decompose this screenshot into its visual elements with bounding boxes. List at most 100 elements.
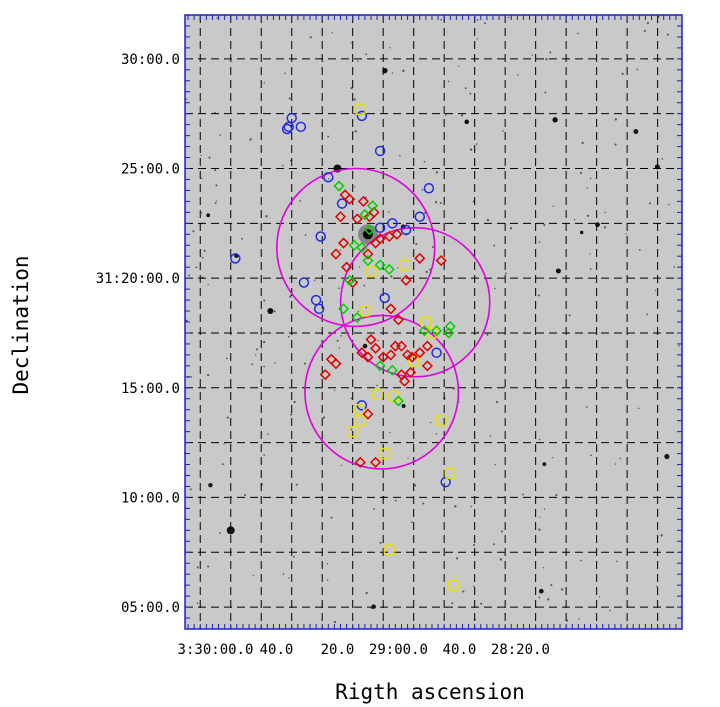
red-diamond-marker xyxy=(421,360,433,372)
red-diamond-marker xyxy=(362,408,374,420)
background-star xyxy=(493,287,496,290)
background-star xyxy=(638,407,640,410)
y-tick-label: 05:00.0 xyxy=(121,600,180,616)
background-star xyxy=(609,609,611,612)
background-star xyxy=(421,189,424,191)
selection-circle xyxy=(304,314,460,470)
background-star xyxy=(255,354,257,356)
background-star xyxy=(454,505,457,508)
background-star xyxy=(350,397,353,400)
background-star xyxy=(356,60,359,63)
background-star xyxy=(614,143,617,146)
red-diamond-marker xyxy=(414,252,426,264)
background-star xyxy=(304,234,307,236)
background-star xyxy=(486,333,489,336)
y-tick-label: 15:00.0 xyxy=(121,381,180,397)
background-star xyxy=(379,541,382,544)
background-star xyxy=(444,114,447,116)
background-star xyxy=(340,464,343,466)
background-star xyxy=(365,591,368,595)
green-diamond-marker xyxy=(418,325,430,337)
green-diamond-marker xyxy=(351,312,363,324)
green-diamond-marker xyxy=(356,241,368,254)
bright-star xyxy=(267,308,274,315)
background-star xyxy=(223,443,225,445)
y-tick-label: 10:00.0 xyxy=(121,490,180,506)
background-star xyxy=(255,348,258,351)
background-star xyxy=(435,201,438,204)
y-tick-label: 25:00.0 xyxy=(121,162,180,178)
x-tick-label: 40.0 xyxy=(443,642,477,658)
background-star xyxy=(295,483,298,486)
x-tick-label: 40.0 xyxy=(260,642,294,658)
background-star xyxy=(545,58,548,61)
background-star xyxy=(365,53,368,56)
blue-circle-marker xyxy=(400,224,412,236)
background-star xyxy=(568,314,571,317)
background-star xyxy=(424,211,427,214)
green-diamond-marker xyxy=(430,325,443,337)
background-star xyxy=(215,184,218,187)
red-diamond-marker xyxy=(406,351,418,363)
background-star xyxy=(274,362,276,364)
background-star xyxy=(586,187,589,189)
background-star xyxy=(457,65,460,67)
background-star xyxy=(579,171,583,175)
background-star xyxy=(435,171,439,174)
green-diamond-marker xyxy=(359,208,371,221)
background-star xyxy=(363,284,366,287)
background-star xyxy=(339,249,341,251)
background-star xyxy=(654,289,657,292)
background-star xyxy=(590,454,592,457)
background-star xyxy=(452,387,456,390)
background-star xyxy=(322,416,326,419)
background-star xyxy=(577,32,579,35)
background-star xyxy=(263,299,266,302)
background-star xyxy=(636,68,639,71)
background-star xyxy=(290,413,293,416)
background-star xyxy=(621,72,624,76)
background-star xyxy=(561,588,564,591)
background-star xyxy=(435,433,438,435)
red-diamond-marker xyxy=(337,237,350,249)
background-star xyxy=(549,51,552,54)
red-diamond-marker xyxy=(374,233,386,245)
background-star xyxy=(214,202,217,205)
red-diamond-marker xyxy=(391,228,403,240)
x-tick-label: 20.0 xyxy=(321,642,355,658)
yellow-square-marker xyxy=(354,103,367,116)
background-star xyxy=(633,129,639,135)
background-star xyxy=(328,178,330,180)
background-star xyxy=(331,32,334,34)
green-diamond-marker xyxy=(374,259,386,271)
background-star xyxy=(495,400,499,404)
background-star xyxy=(357,310,360,313)
red-diamond-marker xyxy=(344,193,356,205)
background-star xyxy=(282,573,285,575)
red-diamond-marker xyxy=(370,456,382,468)
green-diamond-marker xyxy=(443,327,455,339)
background-star xyxy=(539,588,544,594)
background-star xyxy=(201,177,203,180)
background-star xyxy=(464,87,467,90)
red-diamond-marker xyxy=(319,369,331,381)
blue-circle-marker xyxy=(414,211,426,222)
background-star xyxy=(486,218,490,222)
background-star xyxy=(542,462,547,467)
background-star xyxy=(678,345,680,347)
green-diamond-marker xyxy=(386,364,398,376)
y-tick-label: 31:20:00.0 xyxy=(96,271,180,287)
background-star xyxy=(422,502,425,505)
background-star xyxy=(462,590,465,593)
background-star xyxy=(289,295,292,298)
background-star xyxy=(251,363,254,366)
plot-background xyxy=(185,15,682,629)
blue-circle-marker xyxy=(431,347,442,358)
background-star xyxy=(555,494,558,497)
blue-circle-marker xyxy=(295,121,307,133)
background-star xyxy=(537,294,540,297)
background-star xyxy=(354,130,358,133)
background-star xyxy=(440,18,443,21)
background-star xyxy=(502,130,504,132)
background-star xyxy=(646,313,649,316)
